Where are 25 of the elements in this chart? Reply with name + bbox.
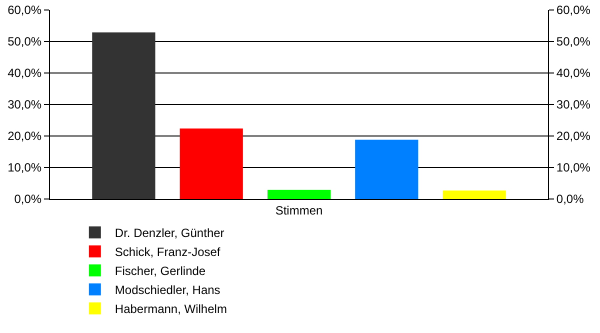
y-tick-label: 30,0% bbox=[8, 98, 42, 112]
text: 50,0% bbox=[556, 34, 590, 49]
text: 30,0% bbox=[556, 98, 590, 112]
bar bbox=[267, 190, 331, 199]
y-tick-label: 0,0% bbox=[14, 192, 42, 206]
legend-label: Schick, Franz-Josef bbox=[114, 245, 221, 260]
text: 0,0% bbox=[556, 192, 584, 206]
text: 40,0% bbox=[556, 66, 590, 80]
legend-label: Habermann, Wilhelm bbox=[114, 302, 227, 316]
x-tick-label: Stimmen bbox=[275, 203, 323, 218]
text: 60,0% bbox=[556, 3, 590, 18]
bar bbox=[442, 190, 506, 199]
bar bbox=[92, 32, 156, 199]
text: 10,0% bbox=[556, 160, 590, 175]
y-tick-label: 60,0% bbox=[8, 3, 42, 18]
y-tick-label: 10,0% bbox=[8, 160, 42, 175]
bar bbox=[180, 128, 243, 199]
legend-label: Fischer, Gerlinde bbox=[114, 264, 206, 278]
y-tick-label: 20,0% bbox=[8, 129, 42, 144]
y-tick-label: 40,0% bbox=[8, 66, 42, 80]
y-tick-label: 50,0% bbox=[8, 34, 42, 49]
text: 20,0% bbox=[556, 129, 590, 144]
legend-label: Dr. Denzler, Günther bbox=[114, 226, 224, 240]
legend-label: Modschiedler, Hans bbox=[114, 283, 220, 298]
bar bbox=[355, 140, 418, 199]
